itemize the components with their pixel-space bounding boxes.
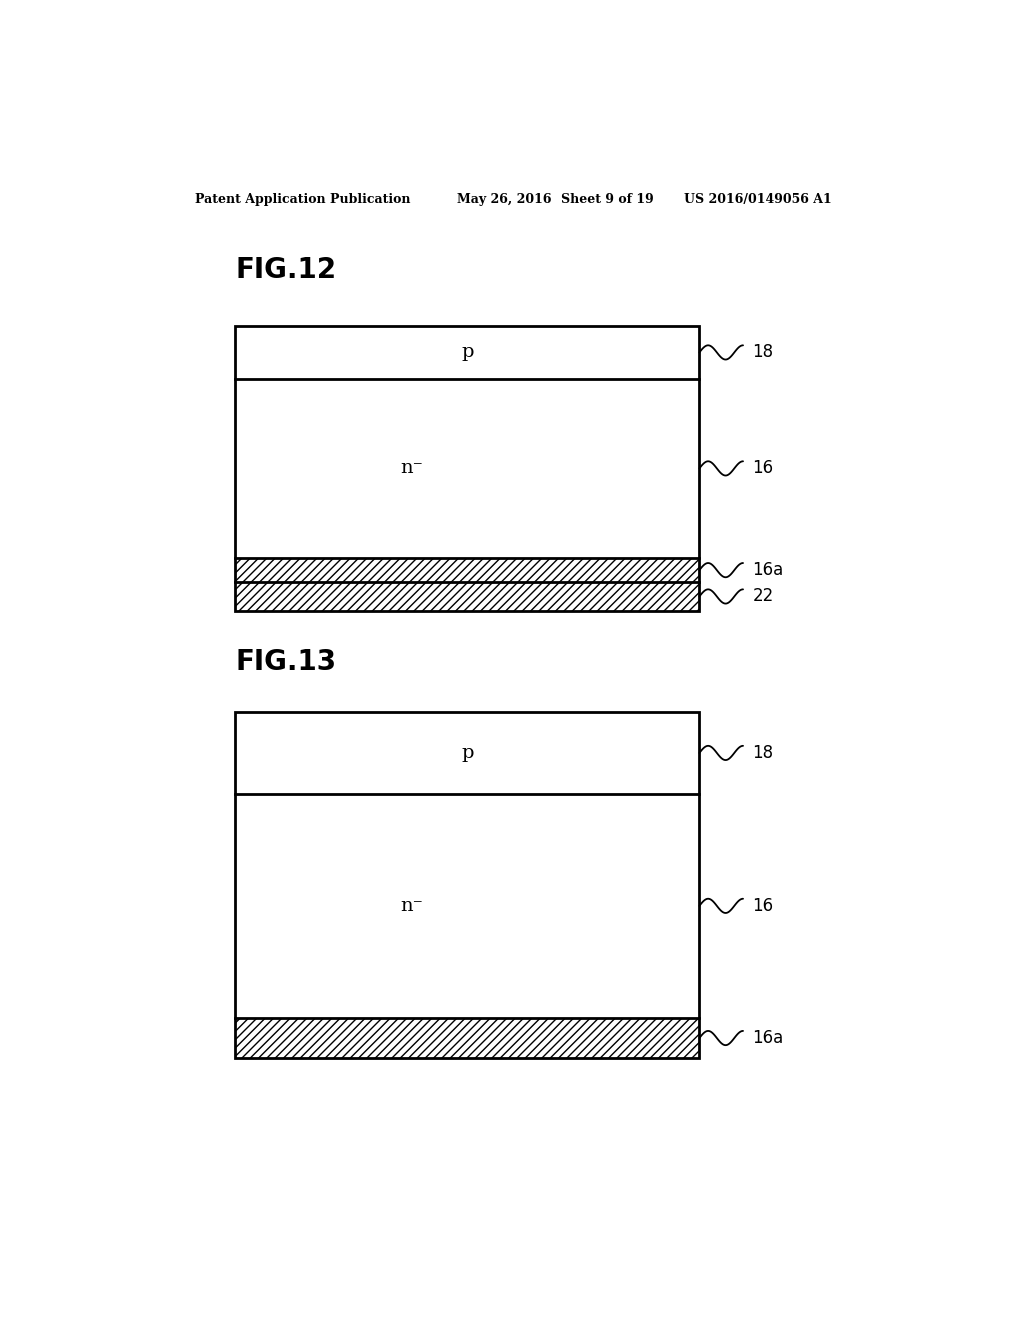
Text: 18: 18 — [753, 744, 774, 762]
Bar — [236, 793, 699, 1018]
Text: 16a: 16a — [753, 561, 783, 579]
Text: p: p — [461, 744, 473, 762]
Bar — [236, 1018, 699, 1057]
Bar — [236, 558, 699, 582]
Text: 22: 22 — [753, 587, 774, 606]
Text: US 2016/0149056 A1: US 2016/0149056 A1 — [684, 193, 831, 206]
Bar — [236, 326, 699, 611]
Text: p: p — [461, 343, 473, 362]
Bar — [236, 326, 699, 379]
Text: n⁻: n⁻ — [400, 459, 423, 478]
Bar — [236, 713, 699, 1057]
Bar — [236, 379, 699, 558]
Bar — [236, 713, 699, 793]
Text: 18: 18 — [753, 343, 774, 362]
Text: n⁻: n⁻ — [400, 896, 423, 915]
Text: FIG.13: FIG.13 — [236, 648, 336, 676]
Bar — [236, 582, 699, 611]
Bar — [236, 1018, 699, 1057]
Text: 16: 16 — [753, 459, 774, 478]
Text: Patent Application Publication: Patent Application Publication — [196, 193, 411, 206]
Text: FIG.12: FIG.12 — [236, 256, 336, 284]
Bar — [236, 582, 699, 611]
Bar — [236, 558, 699, 582]
Text: 16a: 16a — [753, 1030, 783, 1047]
Text: May 26, 2016: May 26, 2016 — [458, 193, 552, 206]
Text: Sheet 9 of 19: Sheet 9 of 19 — [560, 193, 653, 206]
Text: 16: 16 — [753, 896, 774, 915]
